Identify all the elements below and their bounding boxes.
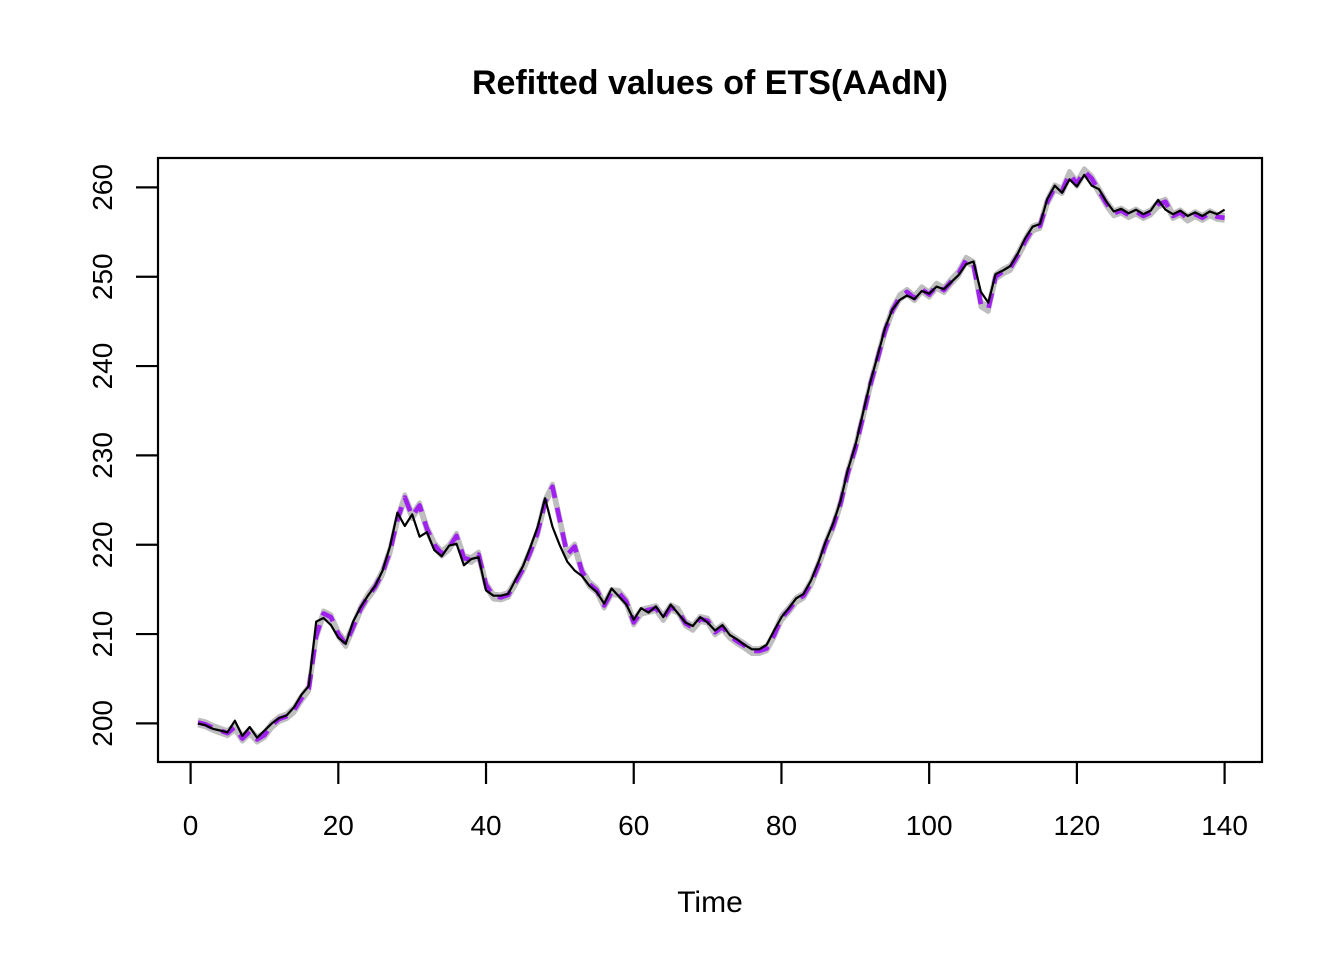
y-axis: 200 210 220 230 240 250 260 — [87, 164, 158, 747]
x-tick-label: 40 — [470, 810, 501, 841]
y-tick-label: 240 — [87, 343, 118, 390]
plot-border — [156, 156, 1264, 764]
y-tick-label: 260 — [87, 164, 118, 211]
chart-title: Refitted values of ETS(AAdN) — [472, 64, 948, 102]
x-tick-label: 100 — [906, 810, 953, 841]
y-tick-label: 230 — [87, 432, 118, 479]
x-tick-label: 0 — [183, 810, 199, 841]
refit-band-line — [197, 171, 1225, 745]
series-group — [197, 166, 1226, 745]
x-tick-label: 120 — [1054, 810, 1101, 841]
x-tick-label: 60 — [618, 810, 649, 841]
x-tick-label: 80 — [766, 810, 797, 841]
refit-band-line — [197, 169, 1225, 742]
x-tick-label: 140 — [1201, 810, 1248, 841]
actuals-line — [197, 173, 1226, 739]
y-tick-label: 200 — [87, 700, 118, 747]
y-tick-label: 210 — [87, 611, 118, 658]
x-axis-label: Time — [677, 886, 743, 919]
refitted-line — [197, 169, 1225, 742]
x-axis: 0 20 40 60 80 100 120 140 — [183, 762, 1248, 841]
x-tick-label: 20 — [323, 810, 354, 841]
y-tick-label: 250 — [87, 253, 118, 300]
refit-band-line — [197, 166, 1225, 740]
y-tick-label: 220 — [87, 521, 118, 568]
